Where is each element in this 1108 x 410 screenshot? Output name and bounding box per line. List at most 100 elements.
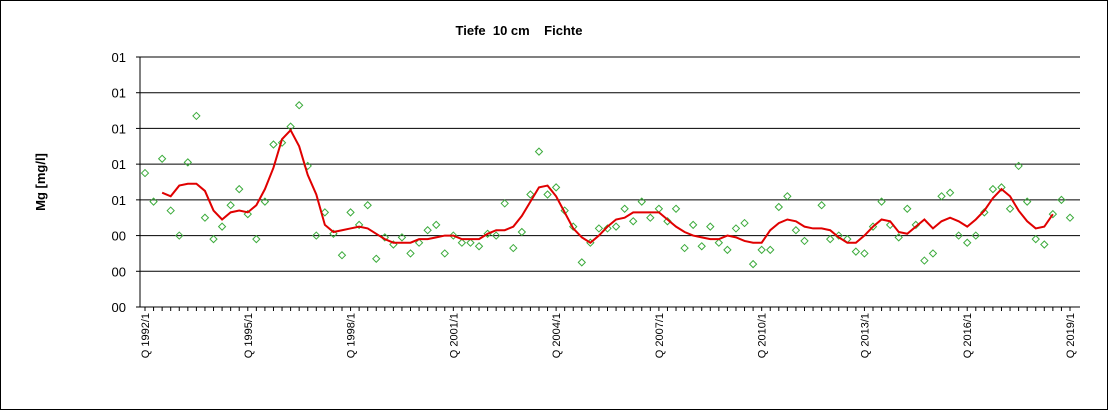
y-tick-label: 01 [112,157,126,172]
data-point [671,204,681,213]
data-point [877,197,886,206]
y-tick-label: 01 [112,193,126,208]
data-point [723,245,732,255]
data-point [706,222,715,231]
data-point [157,154,167,163]
data-point [406,249,415,258]
data-point [354,220,364,230]
data-point [800,236,809,246]
data-point [226,201,235,210]
data-point [414,238,424,247]
data-point [551,183,561,192]
data-point [731,224,741,233]
data-point [277,138,287,147]
y-axis-label: Mg [mg/l] [33,153,48,211]
data-point [1040,240,1049,249]
x-tick-label: Q 2019/1 [1065,313,1077,358]
data-point [175,231,184,240]
chart-title: Tiefe 10 cm Fichte [456,23,583,38]
data-point [312,231,321,240]
y-tick-label: 00 [112,229,126,244]
data-point [1048,209,1058,219]
data-point [397,233,407,242]
y-tick-label: 00 [112,300,126,315]
data-point [620,204,629,213]
data-point [937,192,946,201]
data-point [235,184,244,194]
y-tick-label: 01 [112,121,126,136]
data-point [971,231,980,240]
data-point [997,183,1006,192]
data-point [209,234,218,244]
data-point [988,184,998,194]
data-point [166,206,175,215]
data-point [380,233,390,242]
y-tick-label: 00 [112,264,126,279]
data-point [740,218,749,228]
data-point [577,258,587,267]
y-tick-label: 01 [112,50,126,65]
data-point [431,220,441,230]
data-point [534,147,544,156]
data-point [449,231,458,240]
data-point [663,217,672,226]
data-point [183,158,193,167]
x-tick-label: Q 2004/1 [551,313,563,358]
data-point [500,199,509,208]
data-point [748,259,758,269]
data-point [1014,161,1023,171]
data-point [594,224,604,233]
data-point [1031,234,1040,244]
data-point [963,238,972,247]
data-point [337,251,347,260]
x-tick-label: Q 1998/1 [346,313,358,358]
data-point [192,111,201,121]
data-point [457,238,467,247]
data-point [543,190,552,199]
x-tick-label: Q 2016/1 [962,313,974,358]
data-point [766,245,775,255]
trend-line [161,128,1054,244]
data-point [646,213,655,222]
data-point [791,226,801,235]
x-tick-label: Q 2001/1 [448,313,460,358]
data-point [757,245,766,255]
data-point [491,231,501,240]
y-tick-label: 01 [112,86,126,101]
data-point [217,222,227,231]
data-point [697,242,706,251]
data-point [423,226,432,235]
data-point [517,227,527,237]
data-point [346,208,355,217]
data-point [260,197,270,206]
data-point [920,256,929,265]
data-point [149,197,158,206]
data-point [440,249,449,258]
data-point [466,238,475,247]
data-point [628,217,638,226]
x-tick-label: Q 1995/1 [243,313,255,358]
data-point [637,197,646,206]
data-point [603,224,612,233]
data-point [980,208,989,217]
data-point [243,209,252,219]
data-point [1005,204,1015,213]
data-point [474,242,484,251]
data-point [200,213,210,222]
data-point [509,243,518,253]
data-point [945,188,955,197]
data-point [294,101,304,110]
data-point [851,247,861,256]
x-tick-label: Q 1992/1 [140,313,152,358]
x-tick-label: Q 2007/1 [654,313,666,358]
data-point [903,204,912,213]
data-point [252,234,261,244]
data-point [860,249,869,258]
data-point [688,220,698,230]
data-point [526,190,535,199]
data-point [680,243,689,253]
data-point [714,238,724,247]
data-point [825,234,835,244]
data-point [894,233,903,242]
